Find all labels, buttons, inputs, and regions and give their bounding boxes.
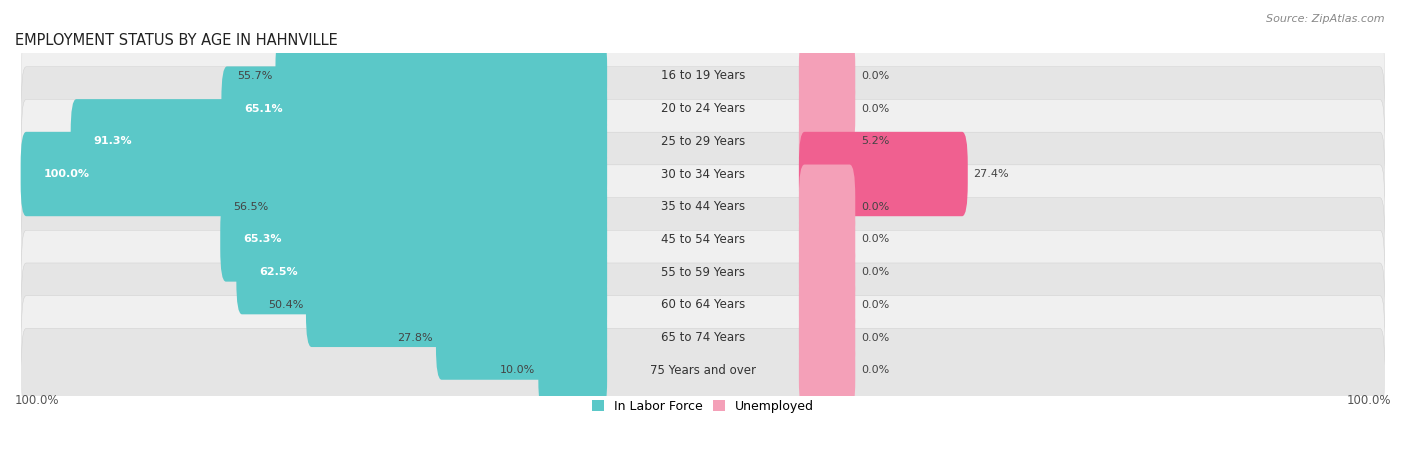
FancyBboxPatch shape [21, 132, 607, 216]
Text: 0.0%: 0.0% [860, 104, 889, 114]
FancyBboxPatch shape [21, 263, 1385, 347]
FancyBboxPatch shape [236, 230, 607, 314]
Text: 16 to 19 Years: 16 to 19 Years [661, 69, 745, 83]
FancyBboxPatch shape [799, 132, 967, 216]
Text: 0.0%: 0.0% [860, 332, 889, 343]
FancyBboxPatch shape [307, 262, 607, 347]
FancyBboxPatch shape [21, 165, 1385, 249]
FancyBboxPatch shape [221, 66, 607, 151]
Text: Source: ZipAtlas.com: Source: ZipAtlas.com [1267, 14, 1385, 23]
Text: 45 to 54 Years: 45 to 54 Years [661, 233, 745, 246]
FancyBboxPatch shape [799, 66, 855, 151]
FancyBboxPatch shape [799, 295, 855, 380]
FancyBboxPatch shape [21, 230, 1385, 314]
Text: 0.0%: 0.0% [860, 300, 889, 310]
Text: 91.3%: 91.3% [93, 136, 132, 146]
Text: 27.4%: 27.4% [973, 169, 1010, 179]
Text: 0.0%: 0.0% [860, 365, 889, 375]
FancyBboxPatch shape [21, 34, 1385, 118]
FancyBboxPatch shape [436, 295, 607, 380]
Text: 75 Years and over: 75 Years and over [650, 364, 756, 377]
FancyBboxPatch shape [21, 296, 1385, 379]
Text: 5.2%: 5.2% [860, 136, 889, 146]
Text: 0.0%: 0.0% [860, 71, 889, 81]
FancyBboxPatch shape [21, 99, 1385, 183]
FancyBboxPatch shape [21, 67, 1385, 151]
FancyBboxPatch shape [799, 262, 855, 347]
Text: 65.1%: 65.1% [245, 104, 283, 114]
FancyBboxPatch shape [799, 197, 855, 281]
Text: 55 to 59 Years: 55 to 59 Years [661, 266, 745, 279]
FancyBboxPatch shape [799, 34, 855, 118]
Text: 50.4%: 50.4% [267, 300, 304, 310]
Text: 0.0%: 0.0% [860, 267, 889, 277]
FancyBboxPatch shape [276, 34, 607, 118]
FancyBboxPatch shape [70, 99, 607, 184]
Text: 20 to 24 Years: 20 to 24 Years [661, 102, 745, 115]
Legend: In Labor Force, Unemployed: In Labor Force, Unemployed [586, 395, 820, 418]
Text: 100.0%: 100.0% [44, 169, 89, 179]
FancyBboxPatch shape [799, 165, 855, 249]
Text: 35 to 44 Years: 35 to 44 Years [661, 200, 745, 213]
Text: 62.5%: 62.5% [259, 267, 298, 277]
FancyBboxPatch shape [799, 328, 855, 413]
Text: 30 to 34 Years: 30 to 34 Years [661, 167, 745, 180]
Text: 55.7%: 55.7% [238, 71, 273, 81]
Text: 65.3%: 65.3% [243, 235, 281, 244]
FancyBboxPatch shape [538, 328, 607, 413]
FancyBboxPatch shape [221, 197, 607, 281]
FancyBboxPatch shape [21, 198, 1385, 281]
FancyBboxPatch shape [799, 99, 839, 184]
Text: 56.5%: 56.5% [233, 202, 269, 212]
FancyBboxPatch shape [271, 165, 607, 249]
Text: EMPLOYMENT STATUS BY AGE IN HAHNVILLE: EMPLOYMENT STATUS BY AGE IN HAHNVILLE [15, 33, 337, 48]
FancyBboxPatch shape [799, 230, 855, 314]
Text: 25 to 29 Years: 25 to 29 Years [661, 135, 745, 148]
Text: 0.0%: 0.0% [860, 235, 889, 244]
Text: 100.0%: 100.0% [1347, 394, 1391, 407]
FancyBboxPatch shape [21, 132, 1385, 216]
Text: 100.0%: 100.0% [15, 394, 59, 407]
Text: 0.0%: 0.0% [860, 202, 889, 212]
Text: 27.8%: 27.8% [398, 332, 433, 343]
Text: 65 to 74 Years: 65 to 74 Years [661, 331, 745, 344]
FancyBboxPatch shape [21, 328, 1385, 412]
Text: 10.0%: 10.0% [501, 365, 536, 375]
Text: 60 to 64 Years: 60 to 64 Years [661, 299, 745, 311]
